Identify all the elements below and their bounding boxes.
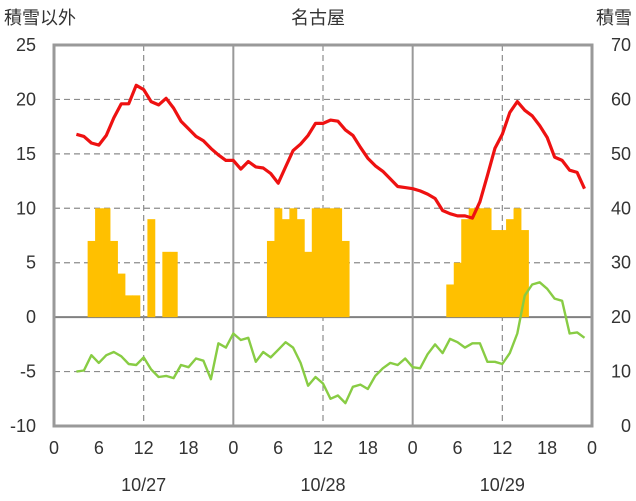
y-left-tick-label: -5	[20, 362, 36, 382]
bar	[124, 295, 133, 318]
bar	[169, 251, 178, 318]
bar	[102, 208, 111, 318]
y-left-tick-label: 15	[16, 144, 36, 164]
date-label: 10/29	[480, 475, 525, 495]
x-tick-label: 0	[49, 438, 59, 458]
y-right-tick-label: 60	[611, 89, 631, 109]
x-tick-label: 12	[134, 438, 154, 458]
y-left-tick-label: 25	[16, 35, 36, 55]
x-tick-label: 18	[537, 438, 557, 458]
plot-frame	[52, 43, 594, 428]
bar	[498, 230, 507, 318]
date-label: 10/28	[300, 475, 345, 495]
x-tick-label: 6	[273, 438, 283, 458]
x-tick-label: 0	[228, 438, 238, 458]
x-tick-label: 0	[408, 438, 418, 458]
bar-series	[87, 208, 529, 318]
x-tick-label: 12	[492, 438, 512, 458]
y-left-tick-label: 20	[16, 89, 36, 109]
y-left-tick-label: 0	[26, 307, 36, 327]
bar	[87, 240, 96, 318]
bar	[110, 240, 118, 318]
bar	[476, 208, 485, 318]
bar	[483, 208, 492, 318]
bar	[319, 208, 328, 318]
red-line-series	[75, 83, 586, 220]
bar	[506, 219, 514, 318]
bar	[461, 219, 470, 318]
y-right-tick-label: 20	[611, 307, 631, 327]
x-tick-label: 0	[587, 438, 597, 458]
y-left-axis-title: 積雪以外	[4, 8, 76, 29]
chart-title: 名古屋	[291, 8, 345, 29]
y-right-tick-label: 70	[611, 35, 631, 55]
bar	[453, 262, 462, 318]
line-series-group	[75, 83, 586, 405]
x-tick-label: 12	[313, 438, 333, 458]
green-line-series	[76, 281, 586, 405]
bar	[513, 208, 522, 318]
x-tick-label: 6	[94, 438, 104, 458]
y-left-tick-label: 5	[26, 253, 36, 273]
bar	[491, 230, 499, 318]
bar	[446, 284, 455, 318]
x-tick-label: 18	[178, 438, 198, 458]
x-tick-label: 6	[452, 438, 462, 458]
bar	[266, 240, 275, 318]
bar	[341, 240, 350, 318]
bar	[274, 208, 283, 318]
y-right-tick-label: 0	[621, 416, 631, 436]
y-left-tick-label: 10	[16, 198, 36, 218]
bar	[296, 219, 305, 318]
bar	[521, 230, 529, 318]
bar	[117, 273, 126, 318]
bar	[147, 219, 156, 318]
y-right-tick-label: 40	[611, 198, 631, 218]
bar	[95, 208, 103, 318]
bar	[334, 208, 343, 318]
date-label: 10/27	[121, 475, 166, 495]
bar	[289, 208, 298, 318]
x-tick-label: 18	[358, 438, 378, 458]
y-left-tick-label: -10	[10, 416, 36, 436]
bar	[468, 208, 477, 318]
y-right-tick-label: 30	[611, 253, 631, 273]
bar	[281, 219, 290, 318]
y-right-axis-title: 積雪	[596, 8, 632, 29]
bar	[162, 251, 171, 318]
bar	[326, 208, 335, 318]
bar	[132, 295, 141, 318]
y-right-tick-label: 50	[611, 144, 631, 164]
y-right-tick-label: 10	[611, 362, 631, 382]
bar	[304, 251, 313, 318]
bar	[311, 208, 320, 318]
